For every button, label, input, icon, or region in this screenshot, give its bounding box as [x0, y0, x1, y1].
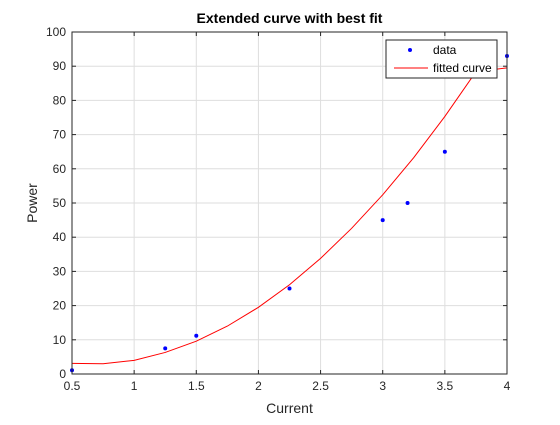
data-point: [405, 201, 410, 205]
y-tick-label: 70: [53, 128, 67, 142]
x-tick-label: 3.5: [437, 379, 454, 393]
y-tick-label: 30: [53, 264, 67, 278]
y-tick-label: 50: [53, 196, 67, 210]
legend-data-marker: [408, 48, 412, 52]
legend-data-label: data: [433, 43, 457, 57]
y-tick-label: 90: [53, 59, 67, 73]
data-point: [287, 286, 292, 291]
chart-title: Extended curve with best fit: [197, 10, 383, 26]
series-layer: [70, 53, 509, 373]
data-point: [442, 149, 447, 154]
data-point: [380, 218, 385, 223]
y-axis-label: Power: [24, 183, 40, 223]
x-tick-label: 3: [379, 379, 386, 393]
x-tick-label: 1: [131, 379, 138, 393]
x-tick-label: 0.5: [64, 379, 81, 393]
data-point: [163, 346, 168, 351]
legend: data fitted curve: [385, 39, 498, 79]
y-tick-label: 60: [53, 162, 67, 176]
data-point: [194, 333, 199, 338]
y-tick-label: 40: [53, 230, 67, 244]
legend-box: [385, 39, 498, 79]
fitted-curve-line: [71, 67, 508, 365]
x-tick-label: 1.5: [188, 379, 205, 393]
y-tick-label: 20: [53, 299, 67, 313]
y-tick-label: 10: [53, 333, 67, 347]
y-tick-label: 100: [46, 25, 66, 39]
y-tick-label: 80: [53, 93, 67, 107]
x-tick-label: 2.5: [312, 379, 329, 393]
y-tick-label: 0: [59, 367, 66, 381]
x-axis-label: Current: [266, 400, 313, 416]
x-tick-label: 2: [255, 379, 262, 393]
legend-fitted-curve-label: fitted curve: [433, 61, 492, 75]
x-tick-label: 4: [504, 379, 511, 393]
